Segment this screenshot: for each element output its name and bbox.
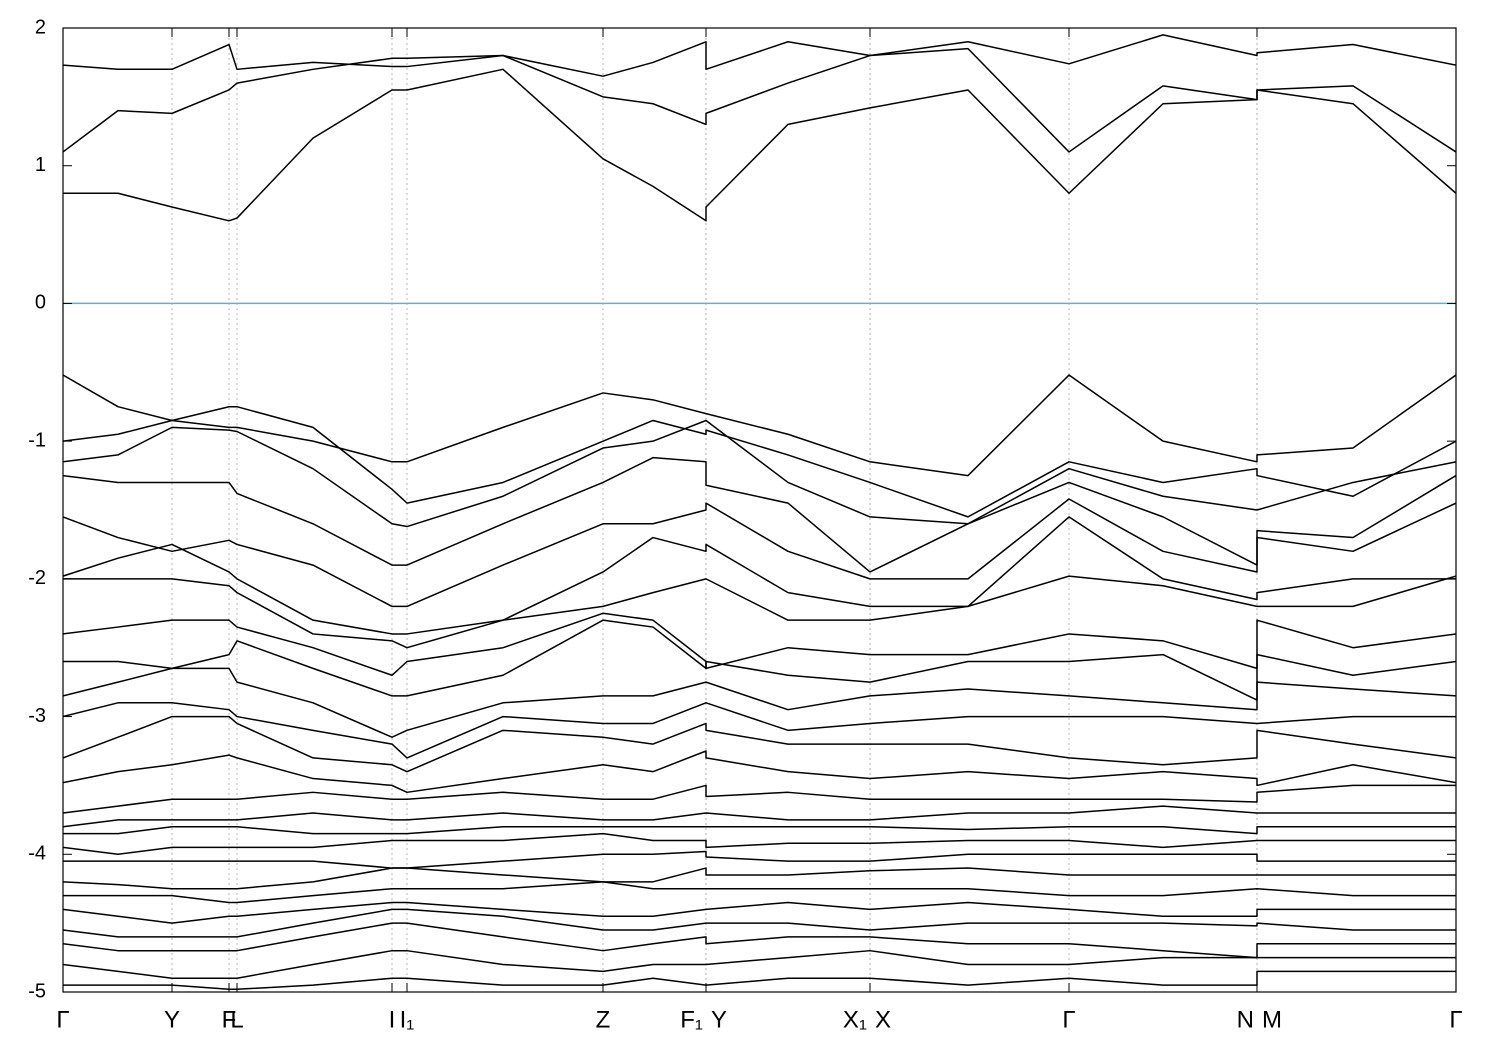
band-line	[63, 784, 1456, 814]
x-tick-label: Z	[596, 1006, 611, 1033]
plot-frame	[62, 27, 1457, 993]
y-tick-label: 0	[35, 292, 46, 314]
band-line	[63, 667, 1456, 738]
x-tick-label: I	[389, 1006, 396, 1033]
band-line	[63, 498, 1456, 608]
band-line	[63, 922, 1456, 959]
band-line	[63, 34, 1456, 77]
x-tick-label: I₁	[400, 1006, 415, 1033]
y-tick-label: -3	[28, 705, 46, 727]
bands-layer	[63, 34, 1456, 990]
band-line	[63, 750, 1456, 794]
band-line	[63, 825, 1456, 835]
band-line	[63, 908, 1456, 938]
x-tick-label: X	[875, 1006, 891, 1033]
x-tick-label: X₁	[843, 1006, 867, 1033]
band-line	[63, 619, 1456, 701]
x-tick-label: Γ	[1449, 1006, 1462, 1033]
y-tick-label: -1	[28, 429, 46, 451]
x-tick-label: Γ	[56, 1006, 69, 1033]
band-line	[63, 702, 1456, 759]
band-line	[63, 850, 1456, 869]
band-line	[63, 715, 1456, 773]
x-tick-label: M	[1262, 1006, 1282, 1033]
band-line	[63, 832, 1456, 856]
y-tick-label: 2	[35, 16, 46, 38]
band-line	[63, 374, 1456, 477]
y-tick-label: -2	[28, 567, 46, 589]
band-line	[63, 901, 1456, 924]
axes-layer: -5 -4 -3 -2 -1 0 1 2 Γ Y FL I I₁ Z F₁ Y X₁ X Γ N M Γ	[28, 16, 1462, 1033]
band-line	[63, 419, 1456, 528]
band-line	[63, 405, 1456, 518]
y-tick-label: 1	[35, 154, 46, 176]
x-tick-label: L	[230, 1006, 243, 1033]
band-line	[63, 516, 1456, 635]
band-line	[63, 970, 1456, 990]
band-line	[63, 949, 1456, 979]
y-tick-label: -5	[28, 980, 46, 1002]
y-tick-label: -4	[28, 843, 46, 865]
x-tick-label: Y	[711, 1006, 727, 1033]
band-line	[63, 456, 1456, 573]
x-tick-label: F₁	[680, 1006, 703, 1033]
x-tick-label: Y	[164, 1006, 180, 1033]
band-line	[63, 575, 1456, 649]
x-tick-label: N	[1237, 1006, 1254, 1033]
band-line	[63, 47, 1456, 153]
band-line	[63, 68, 1456, 222]
band-line	[63, 881, 1456, 904]
band-line	[63, 805, 1456, 828]
x-tick-label: F	[222, 1006, 237, 1033]
band-line	[63, 867, 1456, 890]
x-tick-label: Γ	[1062, 1006, 1075, 1033]
band-line	[63, 612, 1456, 677]
